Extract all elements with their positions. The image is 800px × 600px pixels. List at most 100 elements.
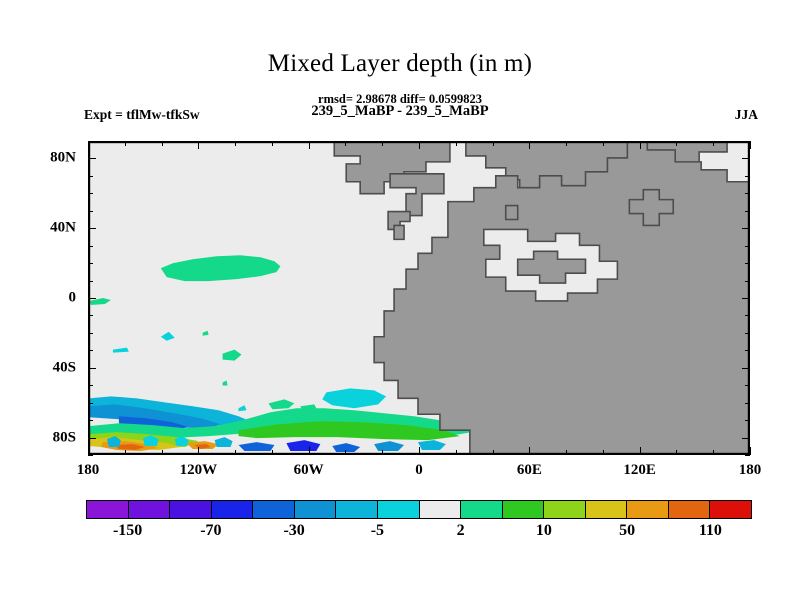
- y-axis-label-4: 80S: [52, 429, 76, 446]
- y-tick: [88, 368, 96, 369]
- colorbar-tick-5: 10: [535, 522, 552, 539]
- x-tick-top: [419, 141, 420, 149]
- y-tick-right: [745, 246, 750, 247]
- x-tick-top: [676, 141, 677, 146]
- colorbar-tick-4: 2: [456, 522, 465, 539]
- x-tick: [456, 450, 457, 455]
- colorbar-segment-1: [128, 501, 171, 518]
- colorbar-tick-1: -70: [200, 522, 222, 539]
- x-tick-top: [382, 141, 383, 146]
- y-axis-label-0: 80N: [50, 149, 76, 166]
- y-tick-right: [745, 350, 750, 351]
- colorbar-segment-12: [585, 501, 628, 518]
- x-tick: [566, 450, 567, 455]
- statistics-subtitle: rmsd= 2.98678 diff= 0.0599823: [318, 92, 482, 106]
- x-axis-label-0: 180: [76, 462, 100, 478]
- x-axis-label-3: 0: [415, 462, 423, 478]
- y-tick: [88, 211, 93, 212]
- x-axis-label-5: 120E: [623, 462, 656, 478]
- y-tick: [88, 385, 93, 386]
- x-tick-top: [198, 141, 199, 149]
- y-tick-right: [742, 298, 750, 299]
- y-tick: [88, 263, 93, 264]
- x-tick: [198, 447, 199, 455]
- x-tick: [419, 447, 420, 455]
- land-mask-layer: [333, 142, 749, 454]
- y-tick-right: [745, 176, 750, 177]
- x-tick: [529, 447, 530, 455]
- x-tick: [162, 450, 163, 455]
- colorbar-segment-2: [170, 501, 212, 518]
- x-tick-top: [235, 141, 236, 146]
- y-axis-label-1: 40N: [50, 219, 76, 236]
- x-tick-top: [566, 141, 567, 146]
- map-plot-area: [88, 141, 750, 455]
- x-tick-top: [603, 141, 604, 146]
- x-tick-top: [640, 141, 641, 149]
- colorbar-segment-6: [336, 501, 378, 518]
- colorbar-segment-10: [502, 501, 545, 518]
- x-tick: [640, 447, 641, 455]
- y-tick: [88, 158, 96, 159]
- colorbar-tick-3: -5: [370, 522, 385, 539]
- x-axis-label-4: 60E: [516, 462, 542, 478]
- map-canvas: [89, 142, 749, 454]
- y-tick: [88, 315, 93, 316]
- y-tick: [88, 298, 96, 299]
- experiment-label: Expt = tflMw-tfkSw: [84, 107, 200, 122]
- colorbar-segment-15: [710, 501, 751, 518]
- x-tick: [88, 447, 89, 455]
- x-axis-label-6: 180: [738, 462, 762, 478]
- y-tick-right: [745, 315, 750, 316]
- x-tick: [750, 447, 751, 455]
- y-tick-right: [742, 438, 750, 439]
- colorbar-tick-6: 50: [619, 522, 636, 539]
- x-axis-label-1: 120W: [179, 462, 218, 478]
- y-tick: [88, 281, 93, 282]
- y-tick: [88, 228, 96, 229]
- season-label: JJA: [734, 107, 758, 122]
- y-tick-right: [745, 403, 750, 404]
- y-tick: [88, 420, 93, 421]
- y-tick: [88, 176, 93, 177]
- x-axis-label-2: 60W: [293, 462, 324, 478]
- colorbar-segment-11: [544, 501, 586, 518]
- y-tick: [88, 246, 93, 247]
- x-tick-top: [493, 141, 494, 146]
- y-tick: [88, 193, 93, 194]
- x-tick-top: [456, 141, 457, 146]
- x-tick: [713, 450, 714, 455]
- case-subtitle: 239_5_MaBP - 239_5_MaBP: [311, 103, 489, 119]
- x-tick: [603, 450, 604, 455]
- y-tick-right: [742, 228, 750, 229]
- colorbar-tick-7: 110: [698, 522, 722, 539]
- x-tick: [676, 450, 677, 455]
- colorbar-tick-0: -150: [112, 522, 143, 539]
- x-tick-top: [272, 141, 273, 146]
- y-tick: [88, 350, 93, 351]
- y-tick: [88, 141, 93, 142]
- colorbar-tick-2: -30: [283, 522, 305, 539]
- colorbar: [86, 500, 752, 519]
- x-tick: [382, 450, 383, 455]
- y-tick-right: [745, 263, 750, 264]
- colorbar-segment-13: [627, 501, 669, 518]
- y-tick-right: [745, 455, 750, 456]
- colorbar-segment-4: [253, 501, 295, 518]
- colorbar-segment-8: [419, 501, 462, 518]
- y-tick-right: [745, 420, 750, 421]
- y-axis-label-3: 40S: [52, 359, 76, 376]
- colorbar-segment-0: [87, 501, 129, 518]
- colorbar-segment-9: [461, 501, 503, 518]
- y-tick: [88, 455, 93, 456]
- x-tick-top: [162, 141, 163, 146]
- x-tick: [345, 450, 346, 455]
- colorbar-segment-14: [668, 501, 711, 518]
- y-tick-right: [742, 368, 750, 369]
- page-title: Mixed Layer depth (in m): [267, 50, 533, 77]
- y-tick-right: [745, 281, 750, 282]
- x-tick-top: [345, 141, 346, 146]
- x-tick: [493, 450, 494, 455]
- x-tick-top: [529, 141, 530, 149]
